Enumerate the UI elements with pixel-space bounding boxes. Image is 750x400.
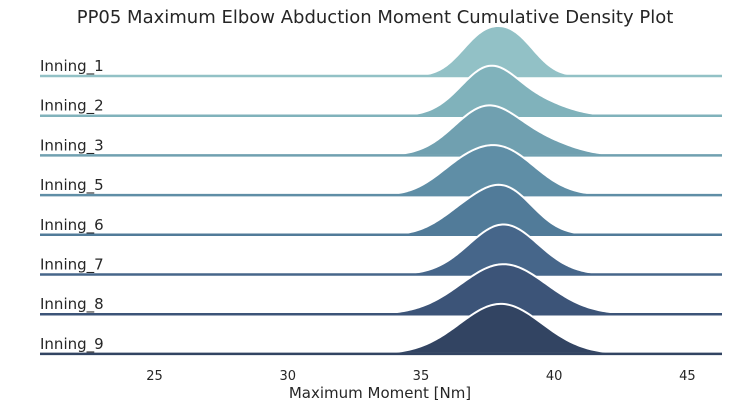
row-label-inning-2: Inning_2 [40, 97, 104, 116]
x-ticks-group: 25 30 35 40 45 [146, 369, 695, 384]
x-tick-label: 25 [146, 369, 163, 384]
row-label-inning-5: Inning_5 [40, 176, 104, 195]
row-label-inning-6: Inning_6 [40, 216, 104, 235]
x-tick-label: 45 [679, 369, 696, 384]
density-ridge-inning-9 [39, 302, 723, 355]
x-tick-label: 35 [413, 369, 430, 384]
ridges-group: Inning_1 Inning_2 Inning_3 Inning_5 Inning_6… [39, 25, 723, 356]
x-axis-label: Maximum Moment [Nm] [289, 384, 471, 400]
row-label-inning-9: Inning_9 [40, 335, 104, 354]
density-ridge-inning-6 [39, 183, 723, 236]
density-ridge-inning-3 [39, 104, 723, 157]
row-label-inning-8: Inning_8 [40, 295, 104, 314]
x-tick-label: 40 [546, 369, 563, 384]
row-label-inning-7: Inning_7 [40, 256, 104, 275]
density-ridge-inning-2 [39, 64, 723, 117]
x-tick-label: 30 [279, 369, 296, 384]
density-ridge-inning-1 [39, 25, 723, 77]
row-label-inning-1: Inning_1 [40, 57, 104, 76]
density-ridge-inning-8 [39, 263, 723, 316]
chart-title: PP05 Maximum Elbow Abduction Moment Cumu… [77, 7, 674, 28]
density-ridge-inning-7 [39, 223, 723, 276]
density-ridge-inning-5 [39, 144, 723, 197]
row-label-inning-3: Inning_3 [40, 136, 104, 155]
